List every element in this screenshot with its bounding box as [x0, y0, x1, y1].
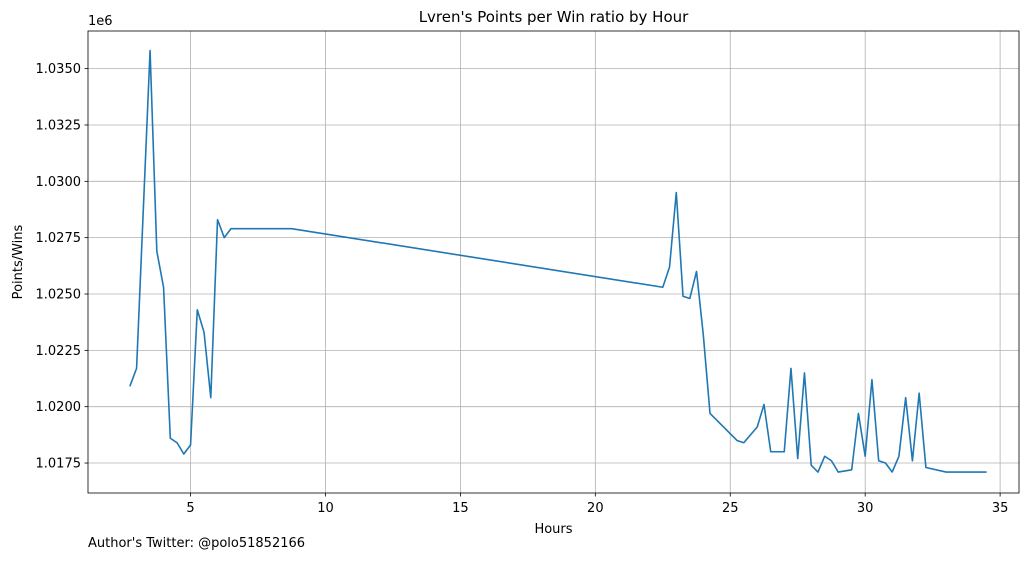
- x-tick-label: 30: [857, 501, 874, 516]
- y-axis-offset-label: 1e6: [88, 14, 113, 29]
- y-tick-label: 1.0300: [36, 175, 82, 190]
- grid-lines: [88, 31, 1019, 493]
- y-tick-label: 1.0250: [36, 288, 82, 303]
- series-layer: [129, 49, 987, 473]
- y-tick-label: 1.0175: [36, 457, 82, 472]
- y-tick-label: 1.0350: [36, 62, 82, 77]
- x-tick-label: 5: [186, 501, 194, 516]
- x-tick-label: 25: [722, 501, 739, 516]
- axis-ticks: 5 10 15 20 25 30 35 1.0175 1.0200 1.0225 1.0250 1.0…: [36, 62, 1009, 516]
- x-axis-label: Hours: [534, 522, 572, 537]
- x-tick-label: 10: [317, 501, 334, 516]
- chart-title: Lvren's Points per Win ratio by Hour: [419, 8, 689, 26]
- x-tick-label: 20: [587, 501, 604, 516]
- author-footnote: Author's Twitter: @polo51852166: [88, 536, 306, 551]
- plot-frame: [87, 30, 1020, 494]
- y-tick-label: 1.0275: [36, 231, 82, 246]
- y-tick-label: 1.0325: [36, 118, 82, 133]
- y-axis-label: Points/Wins: [11, 224, 26, 299]
- x-tick-label: 35: [992, 501, 1009, 516]
- series-line: [129, 49, 987, 473]
- x-tick-label: 15: [452, 501, 469, 516]
- y-tick-label: 1.0200: [36, 400, 82, 415]
- y-tick-label: 1.0225: [36, 344, 82, 359]
